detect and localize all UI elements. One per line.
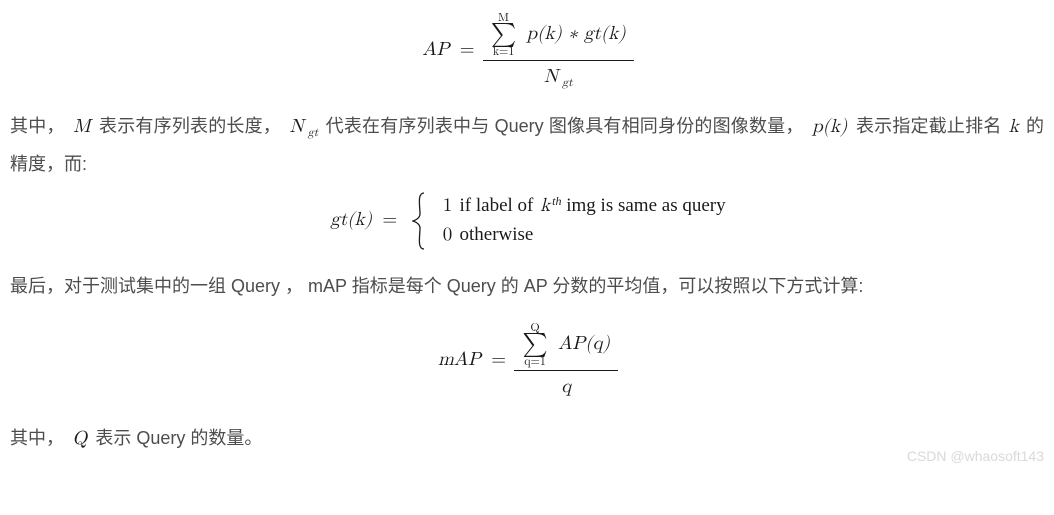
formula-gt-lhs: gt(k) [328, 210, 374, 229]
equals-sign: = [483, 350, 514, 369]
text: 表示 Query 的数量。 [95, 428, 262, 448]
var-M: M [65, 117, 99, 136]
text: 代表在有序列表中与 Query 图像具有相同身份的图像数量， [320, 116, 803, 136]
den-var: q [559, 377, 573, 396]
case-row-1: 1 if label of kth img is same as query [436, 192, 726, 221]
case-value: 1 [436, 192, 460, 221]
var-k: k [1007, 117, 1021, 136]
text: img is same as query [562, 195, 726, 216]
case-condition: otherwise [460, 221, 534, 250]
formula-gt: gt(k) = 1 if label of kth img is same as… [10, 192, 1044, 250]
case-row-2: 0 otherwise [436, 221, 726, 250]
text: 其中， [10, 428, 64, 448]
numerator: Q ∑ q=1 AP(q) [514, 322, 618, 371]
denominator: Ngt [483, 61, 634, 90]
var-k: k [538, 196, 552, 215]
paragraph-2: 最后，对于测试集中的一组 Query ， mAP 指标是每个 Query 的 A… [10, 268, 1044, 304]
text: 其中， [10, 116, 65, 136]
text: 最后，对于测试集中的一组 Query ， mAP 指标是每个 Query 的 A… [10, 276, 863, 296]
var-Q: Q [64, 429, 95, 448]
formula-map: mAP = Q ∑ q=1 AP(q) q [10, 322, 1044, 398]
sigma-icon: ∑ [491, 24, 516, 46]
sigma-icon: ∑ [522, 334, 547, 356]
fraction: M ∑ k=1 p(k) ∗ gt(k) Ngt [483, 12, 634, 90]
var-pk: p(k) [804, 117, 856, 136]
paragraph-1: 其中， M 表示有序列表的长度， Ngt 代表在有序列表中与 Query 图像具… [10, 108, 1044, 182]
text: 表示有序列表的长度， [99, 116, 281, 136]
equals-sign: = [451, 40, 482, 59]
cases-body: 1 if label of kth img is same as query 0… [426, 192, 726, 249]
case-condition: if label of kth img is same as query [460, 192, 726, 221]
formula-ap: AP = M ∑ k=1 p(k) ∗ gt(k) Ngt [10, 12, 1044, 90]
paragraph-3: 其中， Q 表示 Query 的数量。 [10, 420, 1044, 458]
document-body: AP = M ∑ k=1 p(k) ∗ gt(k) Ngt 其中， M 表示有序… [0, 0, 1054, 472]
denominator: q [514, 371, 618, 399]
cases: 1 if label of kth img is same as query 0… [412, 192, 726, 250]
den-var: N [542, 67, 560, 86]
sum-lower: k=1 [491, 46, 516, 58]
summation: M ∑ k=1 [491, 12, 516, 58]
formula-map-lhs: mAP [436, 350, 483, 369]
var-N: N [281, 117, 306, 136]
numerator: M ∑ k=1 p(k) ∗ gt(k) [483, 12, 634, 61]
superscript-th: th [552, 194, 561, 208]
fraction: Q ∑ q=1 AP(q) q [514, 322, 618, 398]
sum-lower: q=1 [522, 356, 547, 368]
den-sub: gt [560, 77, 575, 89]
formula-ap-lhs: AP [420, 40, 451, 59]
summation: Q ∑ q=1 [522, 322, 547, 368]
text: 表示指定截止排名 [856, 116, 1007, 136]
numerator-expr: AP(q) [550, 334, 612, 353]
left-brace-icon [412, 192, 426, 250]
case-value: 0 [436, 221, 460, 250]
text: if label of [460, 195, 539, 216]
equals-sign: = [374, 210, 405, 229]
var-N-sub: gt [306, 127, 321, 139]
numerator-expr: p(k) ∗ gt(k) [518, 24, 628, 43]
